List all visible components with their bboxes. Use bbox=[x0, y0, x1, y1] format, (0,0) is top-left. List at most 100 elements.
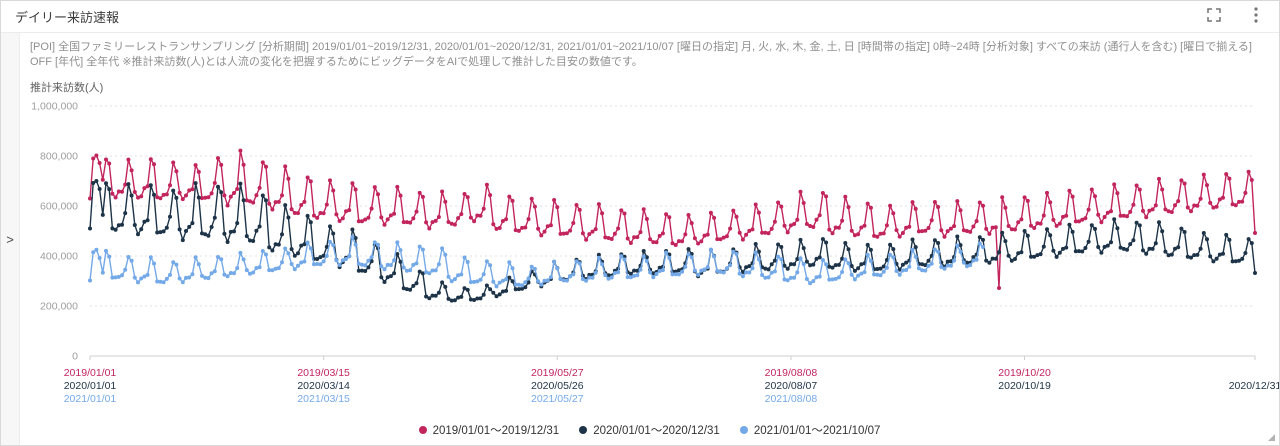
resize-handle[interactable] bbox=[1268, 434, 1275, 441]
data-point bbox=[584, 237, 589, 242]
data-point bbox=[596, 252, 601, 257]
data-point bbox=[657, 265, 662, 270]
data-point bbox=[260, 249, 265, 253]
data-point bbox=[1121, 246, 1126, 251]
data-point bbox=[142, 219, 147, 224]
series-1[interactable] bbox=[88, 148, 1257, 290]
data-point bbox=[417, 244, 422, 249]
data-point bbox=[491, 279, 496, 284]
chart-canvas[interactable]: 0 200,000 400,000 600,000 800,000 1,000,000 20… bbox=[20, 33, 1279, 444]
data-point bbox=[267, 201, 272, 206]
data-point bbox=[196, 262, 201, 267]
data-point bbox=[331, 188, 336, 193]
data-point bbox=[638, 230, 643, 235]
data-point bbox=[360, 262, 364, 267]
data-point bbox=[1166, 253, 1171, 258]
data-point bbox=[981, 203, 985, 208]
data-point bbox=[353, 187, 358, 192]
data-point bbox=[254, 228, 259, 233]
data-point bbox=[523, 285, 528, 290]
data-point bbox=[897, 234, 902, 239]
series-3[interactable] bbox=[88, 235, 985, 289]
data-point bbox=[177, 227, 182, 232]
x-tick-label: 2020/12/31 bbox=[1229, 380, 1279, 392]
data-point bbox=[894, 269, 899, 273]
data-point bbox=[1070, 229, 1075, 234]
data-point bbox=[894, 228, 899, 233]
data-point bbox=[968, 263, 973, 268]
expand-panel-button[interactable]: > bbox=[4, 231, 16, 248]
data-point bbox=[238, 148, 243, 153]
data-point bbox=[88, 196, 92, 201]
data-point bbox=[100, 212, 105, 217]
data-point bbox=[347, 254, 352, 259]
data-point bbox=[152, 162, 156, 167]
legend-item[interactable]: 2021/01/01〜2021/10/07 bbox=[739, 422, 880, 438]
data-point bbox=[955, 234, 960, 239]
data-point bbox=[417, 190, 422, 195]
data-point bbox=[1105, 210, 1110, 215]
data-point bbox=[212, 181, 217, 185]
data-point bbox=[244, 198, 249, 203]
data-point bbox=[164, 225, 169, 230]
kebab-menu-button[interactable] bbox=[1247, 7, 1265, 26]
data-point bbox=[152, 261, 156, 266]
data-point bbox=[1041, 213, 1046, 218]
data-point bbox=[1134, 183, 1139, 188]
data-point bbox=[1227, 176, 1232, 181]
data-point bbox=[446, 220, 451, 224]
data-point bbox=[612, 231, 617, 236]
data-point bbox=[1025, 198, 1030, 203]
data-point bbox=[865, 201, 870, 206]
data-point bbox=[289, 207, 294, 212]
data-point bbox=[196, 169, 201, 174]
data-point bbox=[1025, 233, 1030, 238]
data-point bbox=[273, 200, 278, 205]
data-point bbox=[228, 229, 233, 234]
data-point bbox=[1233, 203, 1238, 208]
data-point bbox=[395, 184, 400, 189]
y-tick-label: 800,000 bbox=[40, 151, 78, 163]
x-tick-label: 2021/08/08 bbox=[765, 393, 818, 405]
data-point bbox=[427, 226, 432, 231]
data-point bbox=[804, 259, 809, 264]
data-point bbox=[1182, 230, 1187, 234]
data-point bbox=[104, 248, 108, 253]
data-point bbox=[548, 223, 553, 228]
data-point bbox=[536, 279, 541, 284]
data-point bbox=[273, 242, 278, 247]
data-point bbox=[1022, 229, 1027, 233]
data-point bbox=[1035, 253, 1040, 258]
data-point bbox=[932, 247, 937, 252]
data-point bbox=[673, 243, 678, 247]
data-point bbox=[1038, 221, 1043, 226]
legend-item[interactable]: 2019/01/01〜2019/12/31 bbox=[418, 422, 559, 438]
data-point bbox=[331, 243, 336, 248]
y-tick-label: 200,000 bbox=[40, 301, 78, 313]
data-point bbox=[875, 234, 880, 239]
data-point bbox=[1013, 227, 1017, 232]
data-point bbox=[241, 162, 246, 167]
data-point bbox=[171, 260, 176, 265]
data-point bbox=[788, 275, 793, 280]
data-point bbox=[1073, 219, 1078, 224]
data-point bbox=[740, 270, 745, 274]
data-point bbox=[788, 262, 793, 267]
data-point bbox=[558, 276, 563, 281]
data-point bbox=[625, 236, 630, 241]
data-point bbox=[952, 258, 957, 263]
data-point bbox=[913, 206, 918, 211]
data-point bbox=[475, 279, 480, 284]
data-point bbox=[984, 258, 989, 263]
data-point bbox=[846, 261, 851, 266]
data-point bbox=[1169, 210, 1174, 215]
fullscreen-button[interactable] bbox=[1205, 8, 1223, 26]
data-point bbox=[260, 193, 265, 198]
data-point bbox=[452, 298, 457, 303]
data-point bbox=[779, 245, 784, 249]
data-point bbox=[648, 237, 653, 242]
legend-item[interactable]: 2020/01/01〜2020/12/31 bbox=[579, 422, 720, 438]
data-point bbox=[1253, 271, 1257, 275]
data-point bbox=[411, 216, 416, 221]
